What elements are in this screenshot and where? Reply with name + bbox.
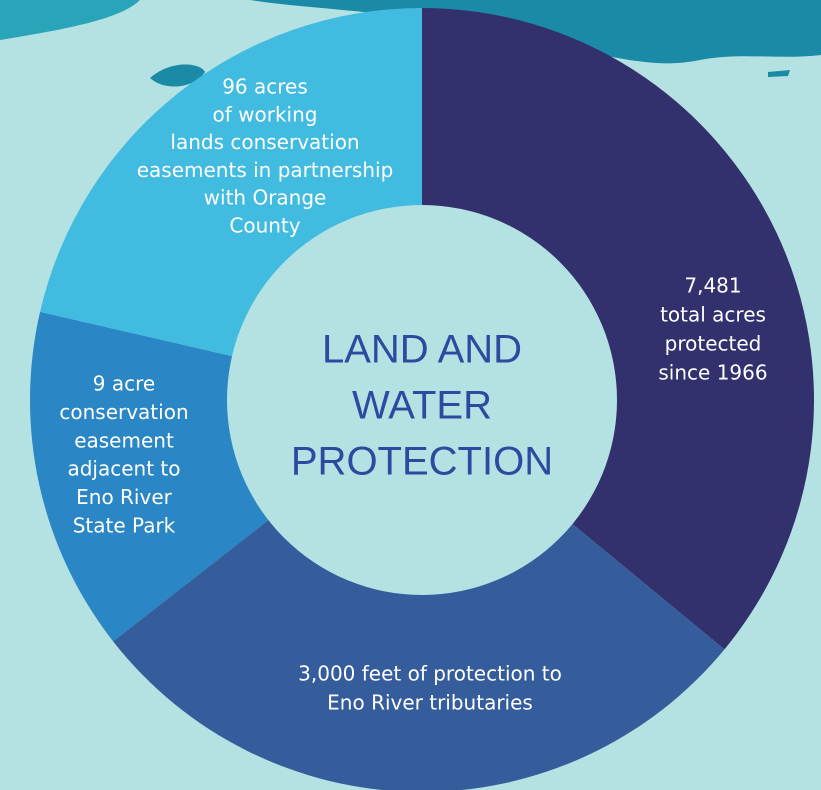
donut-segment (29, 311, 273, 642)
segment-label: Eno River (76, 485, 173, 509)
donut-segment (113, 516, 725, 790)
segment-label: 9 acre (93, 372, 155, 396)
center-title: WATER (352, 384, 492, 428)
segment-label: easements in partnership (137, 158, 394, 182)
center-title: LAND AND (322, 328, 522, 372)
center-title: PROTECTION (291, 440, 553, 484)
segment-label: Eno River tributaries (327, 691, 533, 715)
island-blob (768, 70, 790, 77)
segment-label: 96 acres (222, 75, 308, 99)
segment-label: 3,000 feet of protection to (298, 662, 562, 686)
labels: 7,481 total acres protected since 1966 3,000… (59, 75, 767, 715)
donut-segment (40, 8, 422, 358)
segment-label: adjacent to (67, 457, 180, 481)
segment-label: protected (665, 332, 762, 356)
segment-label: State Park (73, 514, 176, 538)
segment-label: conservation (59, 400, 188, 424)
segment-label: since 1966 (658, 361, 767, 385)
water-blob (0, 0, 140, 40)
segment-label: easement (74, 428, 174, 452)
donut-segment (422, 8, 814, 650)
island-blob (150, 64, 205, 87)
donut-center (227, 205, 617, 595)
segment-label: lands conservation (170, 130, 359, 154)
segment-label: with Orange (204, 186, 327, 210)
segment-label: total acres (660, 303, 766, 327)
segment-label: of working (213, 102, 318, 126)
segment-label: County (229, 214, 300, 238)
segment-label: 7,481 (684, 274, 741, 298)
donut (29, 8, 814, 790)
